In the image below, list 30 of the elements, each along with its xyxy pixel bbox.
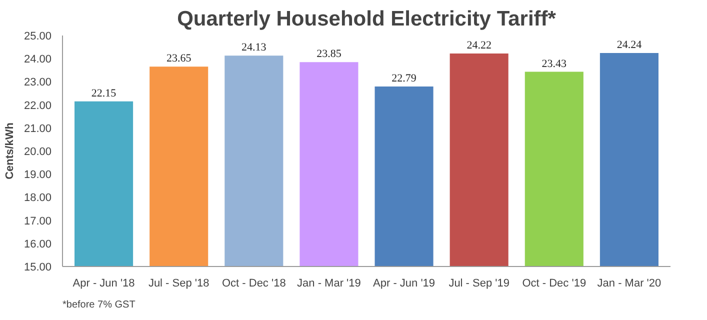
x-tick-label: Apr - Jun '19	[373, 278, 436, 290]
y-tick-label: 25.00	[24, 30, 52, 42]
y-tick-label: 18.00	[24, 192, 52, 204]
data-label: 24.22	[466, 40, 492, 52]
y-tick-label: 23.00	[24, 76, 52, 89]
data-label: 23.85	[316, 48, 342, 60]
data-label: 23.43	[542, 58, 568, 70]
x-tick-label: Oct - Dec '19	[522, 278, 586, 290]
y-axis-title: Cents/kWh	[4, 122, 16, 180]
text: *before 7% GST	[62, 300, 136, 310]
data-label: 22.79	[392, 72, 417, 85]
y-tick-label: 17.00	[24, 215, 52, 228]
y-tick-label: 22.00	[24, 100, 52, 112]
y-tick-label: 21.00	[24, 122, 52, 135]
data-label: 22.15	[91, 87, 117, 100]
x-tick-label: Jul - Sep '18	[148, 278, 210, 290]
y-tick-label: 15.00	[24, 262, 52, 274]
x-tick-label: Jan - Mar '19	[297, 278, 361, 290]
x-tick-label: Apr - Jun '18	[72, 278, 135, 290]
y-tick-label: 19.00	[24, 169, 52, 182]
x-tick-label: Jul - Sep '19	[448, 278, 510, 290]
data-label: 23.65	[166, 52, 192, 65]
data-label: 24.13	[242, 42, 267, 54]
data-label: 24.24	[616, 39, 642, 52]
y-tick-label: 16.00	[24, 238, 52, 250]
chart-title: Quarterly Household Electricity Tariff*	[177, 8, 557, 30]
x-tick-label: Jan - Mar '20	[597, 278, 662, 290]
y-tick-label: 20.00	[24, 146, 52, 158]
x-tick-label: Oct - Dec '18	[222, 278, 286, 290]
y-tick-label: 24.00	[24, 54, 52, 66]
